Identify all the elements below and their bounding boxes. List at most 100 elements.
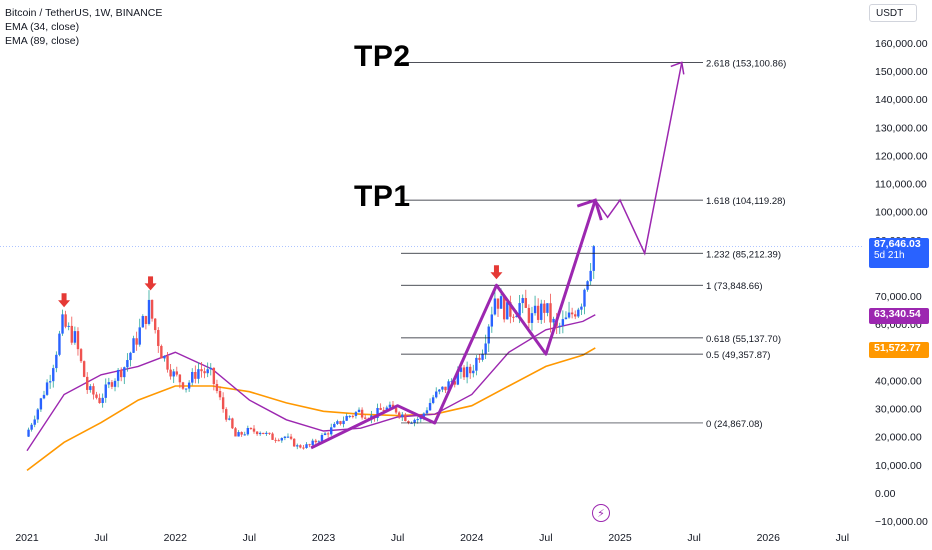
candle-body — [481, 353, 484, 360]
candle-body — [499, 296, 503, 309]
candle-body — [116, 369, 120, 381]
candle-body — [206, 369, 209, 374]
candle-body — [265, 432, 268, 435]
projection-arrowhead — [670, 61, 685, 75]
candle-body — [225, 409, 228, 420]
zigzag-pattern — [310, 199, 597, 450]
candle-body — [107, 382, 111, 385]
y-tick-label: 70,000.00 — [875, 291, 922, 303]
candle-body — [252, 428, 256, 432]
candle-body — [194, 371, 197, 379]
candle-body — [191, 371, 194, 383]
candle-body — [153, 318, 157, 331]
candle-body — [577, 309, 580, 317]
lightning-icon[interactable]: ⚡ — [592, 504, 610, 522]
candle-body — [58, 333, 61, 355]
projection-path — [594, 62, 683, 256]
y-tick-label: 150,000.00 — [875, 66, 928, 78]
candle-body — [416, 419, 419, 421]
y-tick-label: 40,000.00 — [875, 375, 922, 387]
candle-body — [425, 410, 429, 414]
candle-body — [262, 432, 265, 435]
candle-body — [376, 407, 379, 418]
candle-body — [308, 444, 311, 446]
candle-body — [592, 246, 595, 271]
x-tick-label: Jul — [391, 532, 404, 544]
top-marker-arrow — [58, 293, 71, 308]
candle-body — [203, 371, 206, 374]
candle-body — [157, 330, 160, 346]
x-tick-label: Jul — [94, 532, 107, 544]
candle-body — [447, 381, 450, 391]
candle-body — [385, 407, 389, 411]
candle-body — [333, 423, 336, 428]
candle-body — [166, 355, 169, 370]
candle-body — [255, 431, 259, 435]
candle-body — [407, 421, 410, 423]
x-tick-label: 2023 — [312, 532, 336, 544]
candle-body — [574, 314, 577, 317]
candle-body — [478, 357, 481, 360]
x-tick-label: 2024 — [460, 532, 484, 544]
candle-body — [530, 313, 534, 323]
candle-body — [86, 376, 89, 390]
x-tick-label: 2026 — [757, 532, 781, 544]
ema34-legend[interactable]: EMA (34, close) — [5, 21, 80, 33]
candle-body — [144, 316, 148, 324]
candle-body — [404, 414, 407, 422]
top-marker-arrow — [490, 265, 503, 280]
candle-body — [120, 369, 123, 378]
x-tick-label: Jul — [243, 532, 256, 544]
candle-body — [305, 444, 308, 448]
candle-body — [527, 307, 531, 323]
candle-body — [268, 432, 271, 434]
candle-body — [339, 421, 342, 425]
candle-body — [36, 409, 40, 420]
ema89-legend[interactable]: EMA (89, close) — [5, 35, 80, 47]
candle-body — [178, 374, 182, 383]
candle-body — [462, 367, 466, 378]
candle-body — [163, 355, 166, 359]
candle-body — [580, 306, 583, 310]
candle-body — [506, 302, 509, 320]
fib-level-label: 0.618 (55,137.70) — [706, 334, 781, 345]
last-price-badge: 87,646.03 5d 21h — [869, 238, 929, 268]
symbol-title[interactable]: Bitcoin / TetherUS, 1W, BINANCE — [5, 7, 163, 19]
candle-body — [246, 427, 250, 435]
candle-body — [397, 412, 401, 417]
x-tick-label: Jul — [836, 532, 849, 544]
candle-body — [289, 436, 293, 439]
candle-body — [129, 352, 132, 361]
candle-body — [237, 432, 240, 437]
candle-body — [382, 409, 385, 411]
candle-body — [444, 386, 447, 391]
fib-level-label: 1.232 (85,212.39) — [706, 249, 781, 260]
top-marker-arrow — [144, 276, 157, 291]
candle-body — [228, 418, 231, 420]
candle-body — [141, 316, 145, 328]
candle-body — [360, 409, 364, 418]
candle-body — [274, 439, 277, 441]
candle-body — [323, 433, 327, 436]
candle-body — [391, 404, 395, 408]
candle-body — [469, 366, 472, 374]
candle-body — [249, 427, 253, 429]
candle-body — [546, 303, 549, 313]
y-tick-label: 100,000.00 — [875, 207, 928, 219]
currency-selector[interactable]: USDT — [869, 4, 917, 22]
candle-body — [357, 409, 361, 413]
candle-body — [540, 303, 543, 320]
y-tick-label: 10,000.00 — [875, 460, 922, 472]
candle-body — [95, 394, 98, 398]
candle-body — [515, 315, 518, 318]
candle-body — [218, 390, 222, 398]
candle-body — [150, 299, 154, 319]
candle-body — [438, 389, 441, 392]
candle-body — [197, 369, 200, 379]
candle-body — [209, 367, 212, 370]
y-tick-label: 120,000.00 — [875, 150, 928, 162]
candle-body — [79, 349, 83, 362]
candle-body — [299, 445, 302, 448]
candle-body — [283, 436, 287, 439]
